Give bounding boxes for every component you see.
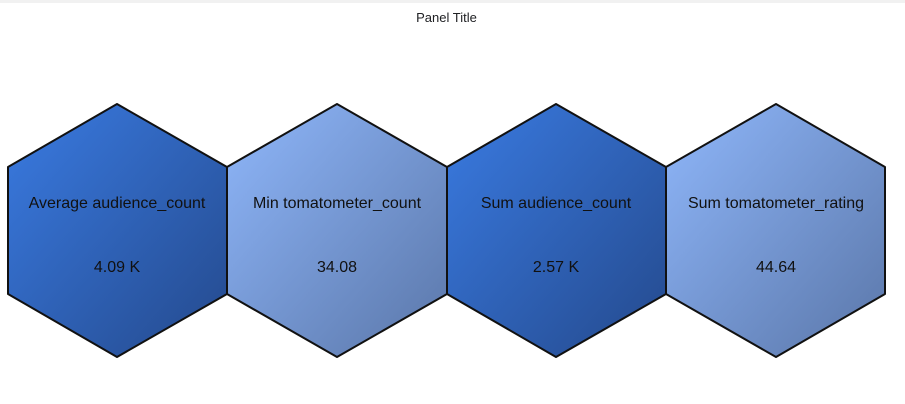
hexagon-label: Sum audience_count bbox=[481, 195, 632, 212]
hexagon-value: 2.57 K bbox=[533, 259, 580, 276]
hexagon-value: 34.08 bbox=[317, 259, 357, 276]
hexagon-average-audience-count[interactable]: Average audience_count 4.09 K bbox=[7, 103, 228, 358]
hexagon-value: 4.09 K bbox=[94, 259, 141, 276]
hexagon-sum-audience-count[interactable]: Sum audience_count 2.57 K bbox=[446, 103, 667, 358]
hexagon-label: Sum tomatometer_rating bbox=[688, 195, 864, 212]
panel-title: Panel Title bbox=[416, 10, 477, 25]
hexagon-sum-tomatometer-rating[interactable]: Sum tomatometer_rating 44.64 bbox=[665, 103, 886, 358]
hexagon-value: 44.64 bbox=[756, 259, 796, 276]
panel-top-border bbox=[0, 0, 905, 3]
hexagon-min-tomatometer-count[interactable]: Min tomatometer_count 34.08 bbox=[226, 103, 448, 358]
hexagon-label: Average audience_count bbox=[29, 195, 206, 212]
hexagon-label: Min tomatometer_count bbox=[253, 195, 422, 212]
